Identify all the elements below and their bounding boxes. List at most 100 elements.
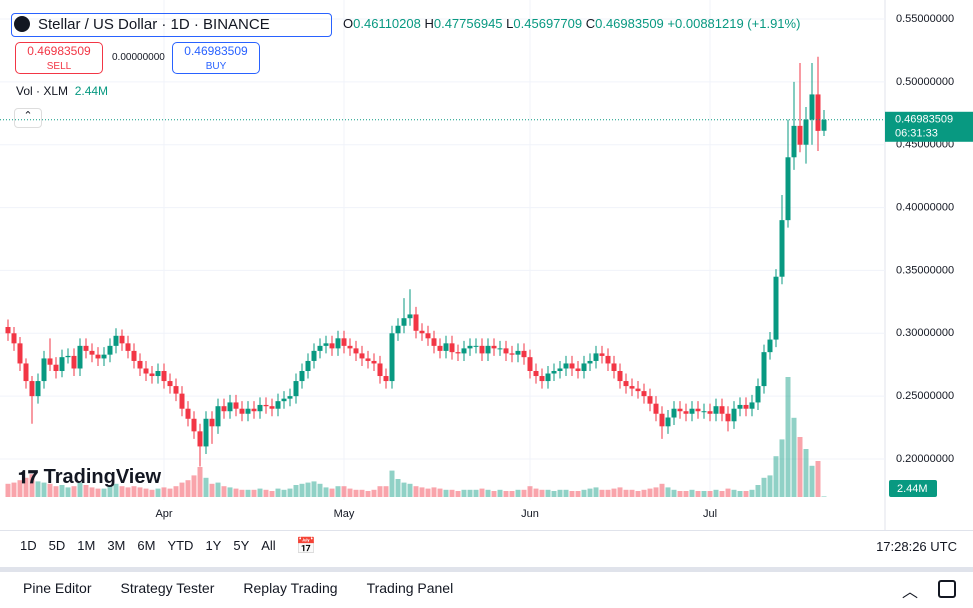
range-button[interactable]: All [261, 538, 276, 553]
h-label: H [424, 16, 434, 31]
volume-bar [719, 491, 725, 497]
range-button[interactable]: 5Y [233, 538, 250, 553]
candle-body [443, 343, 449, 351]
volume-bar [815, 461, 821, 497]
h-value: 0.47756945 [433, 16, 503, 31]
candle-body [281, 398, 287, 402]
vol-title: Vol · XLM [16, 84, 69, 98]
panel-tab[interactable]: Trading Panel [366, 580, 454, 596]
change: +0.00881219 (+1.91%) [667, 16, 801, 31]
candle-body [65, 355, 71, 358]
volume-bar [65, 487, 71, 497]
x-tick-label: Jul [703, 508, 717, 520]
panel-tab[interactable]: Strategy Tester [120, 580, 215, 596]
candle-body [221, 406, 227, 412]
candle-body [17, 343, 23, 364]
candle-body [719, 406, 725, 414]
collapse-button[interactable]: ⌃ [14, 108, 42, 128]
volume-bar [623, 489, 629, 497]
candle-body [389, 333, 395, 382]
candle-body [191, 418, 197, 432]
candle-body [695, 408, 701, 412]
volume-bar [395, 479, 401, 497]
volume-bar [605, 489, 611, 497]
candle-body [557, 368, 563, 371]
volume-bar [689, 489, 695, 497]
candle-body [335, 338, 341, 349]
date-range-icon[interactable]: 📅 [296, 538, 316, 555]
candle-body [503, 348, 509, 354]
volume-bar [257, 488, 263, 497]
volume-bar [137, 487, 143, 497]
volume-bar [173, 486, 179, 497]
candle-body [383, 376, 389, 382]
volume-bar [647, 488, 653, 497]
panel-tab[interactable]: Replay Trading [243, 580, 338, 596]
c-value: 0.46983509 [595, 16, 664, 31]
candle-body [683, 411, 689, 414]
volume-bar [533, 488, 539, 497]
volume-bar [761, 477, 767, 497]
volume-bar [203, 477, 209, 497]
volume-bar [341, 486, 347, 497]
candle-body [233, 402, 239, 409]
volume-bar [371, 489, 377, 497]
volume-bar [35, 481, 41, 497]
countdown: 06:31:33 [895, 128, 938, 140]
range-button[interactable]: 1Y [205, 538, 222, 553]
volume-bar [593, 487, 599, 497]
x-tick-label: May [334, 508, 355, 520]
volume-bar [125, 487, 131, 497]
candle-body [755, 386, 761, 403]
volume-bar [695, 491, 701, 497]
panel-tab[interactable]: Pine Editor [23, 580, 92, 596]
candle-body [767, 339, 773, 353]
range-button[interactable]: 3M [107, 538, 126, 553]
range-button[interactable]: 1D [20, 538, 37, 553]
last-price-label: 0.46983509 [895, 114, 953, 126]
maximize-panel[interactable] [938, 580, 956, 598]
y-tick-label: 0.35000000 [896, 264, 954, 276]
sell-button[interactable]: 0.46983509 SELL [15, 42, 103, 74]
volume-bar [503, 491, 509, 497]
volume-bar [143, 488, 149, 497]
volume-bar [113, 483, 119, 497]
candle-body [47, 358, 53, 365]
volume-bar [407, 483, 413, 497]
range-button[interactable]: 6M [137, 538, 156, 553]
volume-bar [491, 491, 497, 497]
volume-bar [317, 483, 323, 497]
volume-bar [185, 480, 191, 497]
candle-body [125, 343, 131, 351]
range-button[interactable]: YTD [167, 538, 194, 553]
buy-button[interactable]: 0.46983509 BUY [172, 42, 260, 74]
range-button[interactable]: 1M [77, 538, 96, 553]
candle-body [413, 314, 419, 331]
candle-body [725, 413, 731, 422]
candle-body [143, 368, 149, 374]
volume-bar [671, 489, 677, 497]
candle-body [347, 345, 353, 349]
collapse-panel[interactable]: ︿ [902, 584, 919, 601]
candle-body [779, 220, 785, 277]
candle-body [791, 125, 797, 158]
buy-label: BUY [205, 61, 227, 72]
volume-bar [131, 486, 137, 497]
candle-body [197, 431, 203, 447]
chart: 0.20000000 0.25000000 0.30000000 0.35000000… [0, 0, 973, 530]
volume-bar [449, 489, 455, 497]
buy-price: 0.46983509 [184, 44, 248, 58]
vol-value: 2.44M [74, 84, 109, 98]
o-value: 0.46110208 [353, 16, 421, 31]
spread: 0.00000000 [112, 52, 165, 63]
candle-body [185, 408, 191, 419]
range-button[interactable]: 5D [48, 538, 66, 553]
symbol-box[interactable]: Stellar / US Dollar · 1D · BINANCE [11, 13, 332, 37]
candle-body [611, 363, 617, 371]
volume-bar [191, 475, 197, 497]
candle-body [731, 408, 737, 422]
volume-bar [599, 489, 605, 497]
volume-bar [23, 477, 29, 497]
candle-body [371, 360, 377, 364]
candle-body [119, 335, 125, 344]
